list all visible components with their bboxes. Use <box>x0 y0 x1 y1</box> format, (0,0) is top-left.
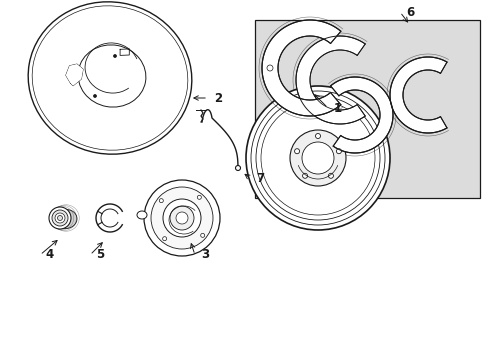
Text: 3: 3 <box>201 248 209 261</box>
Circle shape <box>245 86 389 230</box>
Polygon shape <box>330 77 392 153</box>
Circle shape <box>302 142 333 174</box>
Text: 2: 2 <box>214 91 222 104</box>
Ellipse shape <box>143 180 220 256</box>
Circle shape <box>113 54 116 58</box>
Ellipse shape <box>137 211 147 219</box>
Circle shape <box>336 149 341 154</box>
Bar <box>254 20 479 198</box>
Polygon shape <box>262 20 340 116</box>
Circle shape <box>256 96 379 220</box>
Ellipse shape <box>32 6 187 150</box>
Circle shape <box>315 134 320 139</box>
Polygon shape <box>389 57 446 133</box>
Ellipse shape <box>58 216 62 220</box>
Ellipse shape <box>52 210 68 226</box>
Circle shape <box>266 65 272 71</box>
Ellipse shape <box>28 2 191 154</box>
Ellipse shape <box>176 212 187 224</box>
Circle shape <box>235 166 240 171</box>
Text: 1: 1 <box>333 102 342 114</box>
Circle shape <box>302 173 307 178</box>
Polygon shape <box>295 36 365 124</box>
Ellipse shape <box>163 199 201 237</box>
Circle shape <box>197 195 201 199</box>
Circle shape <box>289 130 346 186</box>
Text: 7: 7 <box>255 171 264 185</box>
Ellipse shape <box>78 45 145 107</box>
Circle shape <box>159 199 163 203</box>
Text: 5: 5 <box>96 248 104 261</box>
Text: 4: 4 <box>46 248 54 261</box>
Circle shape <box>261 101 374 215</box>
Ellipse shape <box>55 213 65 223</box>
Ellipse shape <box>49 207 71 229</box>
Circle shape <box>200 233 204 237</box>
Circle shape <box>328 173 333 178</box>
Circle shape <box>250 91 384 225</box>
Ellipse shape <box>170 206 194 230</box>
Ellipse shape <box>55 210 77 229</box>
Circle shape <box>163 237 166 241</box>
Polygon shape <box>66 64 83 86</box>
Ellipse shape <box>151 187 213 249</box>
Circle shape <box>294 149 299 154</box>
Text: 6: 6 <box>405 5 413 18</box>
Circle shape <box>93 95 96 98</box>
